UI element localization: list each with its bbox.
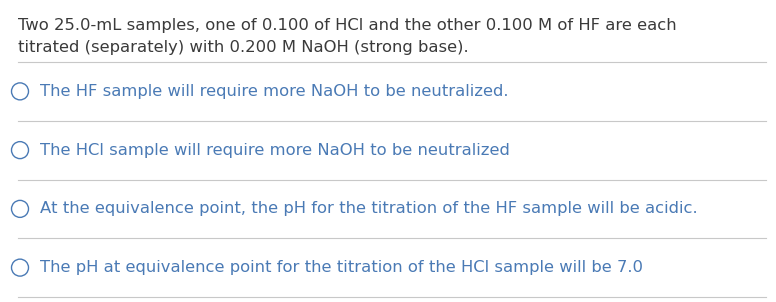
Text: titrated (separately) with 0.200 M NaOH (strong base).: titrated (separately) with 0.200 M NaOH … <box>18 40 469 55</box>
Text: The HCl sample will require more NaOH to be neutralized: The HCl sample will require more NaOH to… <box>40 143 510 158</box>
Text: The HF sample will require more NaOH to be neutralized.: The HF sample will require more NaOH to … <box>40 84 508 99</box>
Text: At the equivalence point, the pH for the titration of the HF sample will be acid: At the equivalence point, the pH for the… <box>40 201 698 216</box>
Text: The pH at equivalence point for the titration of the HCl sample will be 7.0: The pH at equivalence point for the titr… <box>40 260 643 275</box>
Text: Two 25.0-mL samples, one of 0.100 of HCl and the other 0.100 M of HF are each: Two 25.0-mL samples, one of 0.100 of HCl… <box>18 18 677 33</box>
